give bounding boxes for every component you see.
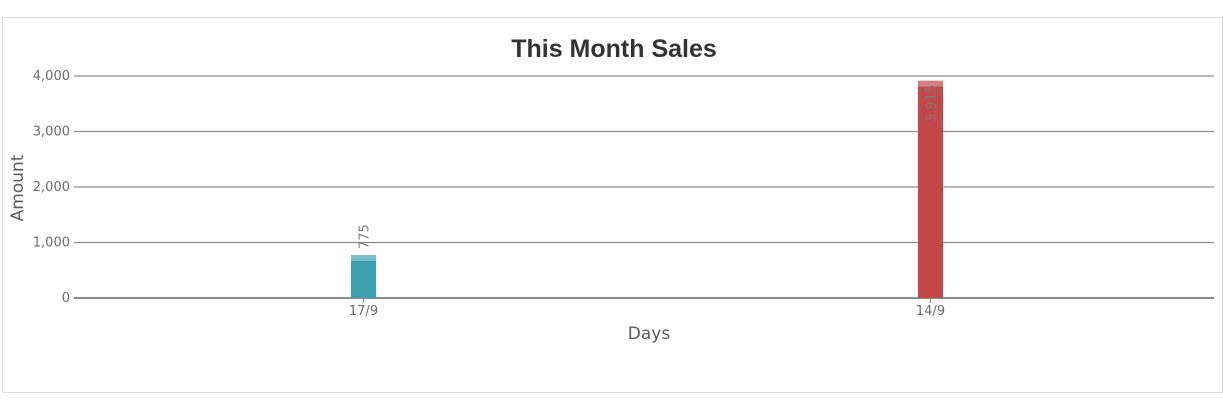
y-tick-label: 1,000 xyxy=(33,236,70,251)
data-labels: 775 3,915 xyxy=(358,85,940,249)
chart-title: This Month Sales xyxy=(511,35,717,63)
data-label: 775 xyxy=(358,224,373,249)
y-tick-label: 4,000 xyxy=(33,69,70,84)
x-axis-ticks: 17/9 14/9 xyxy=(349,298,945,319)
bar-highlight xyxy=(351,254,376,261)
gridlines xyxy=(74,75,1214,299)
y-axis-title: Amount xyxy=(8,154,28,221)
x-axis-title: Days xyxy=(628,324,671,344)
bar[interactable] xyxy=(351,254,376,298)
data-label: 3,915 xyxy=(925,85,940,122)
bar[interactable] xyxy=(918,80,943,298)
x-tick-label: 14/9 xyxy=(916,304,945,319)
bars xyxy=(351,80,943,298)
y-tick-label: 3,000 xyxy=(33,125,70,140)
bar-highlight xyxy=(918,80,943,87)
x-tick-label: 17/9 xyxy=(349,304,378,319)
y-axis-ticks: 0 1,000 2,000 3,000 4,000 xyxy=(33,69,70,306)
y-tick-label: 2,000 xyxy=(33,180,70,195)
y-tick-label: 0 xyxy=(62,291,70,306)
